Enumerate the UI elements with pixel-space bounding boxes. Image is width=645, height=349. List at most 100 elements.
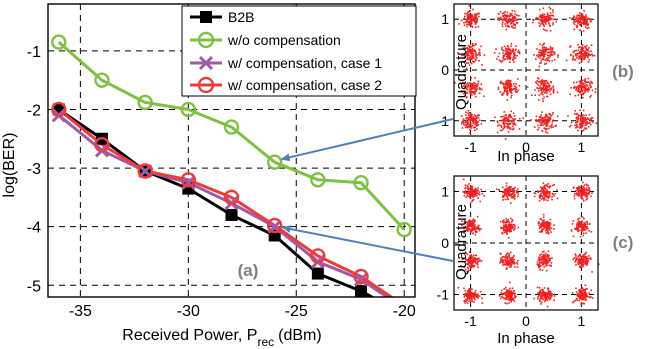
y-tick-label: -2 xyxy=(27,102,41,119)
arrow-to-constellation-b xyxy=(280,118,454,162)
symbol-cluster xyxy=(454,77,485,99)
symbol-cluster xyxy=(532,6,558,32)
symbol-cluster xyxy=(462,178,485,204)
y-tick-label: 1 xyxy=(441,11,449,27)
y-tick-label: -4 xyxy=(27,220,41,237)
symbol-cluster xyxy=(572,181,593,202)
legend-entry-wo-compensation: w/o compensation xyxy=(190,31,341,49)
symbol-cluster xyxy=(565,43,596,64)
x-tick-label: -1 xyxy=(464,139,477,155)
x-tick-label: -25 xyxy=(285,303,308,320)
plot-frame xyxy=(453,175,599,311)
legend-label: B2B xyxy=(228,9,254,25)
ber-chart: -35 -30 -25 -20 -1 -2 -3 -4 -5 Received Power, P… xyxy=(1,3,417,349)
data-point xyxy=(137,163,153,179)
x-tick-label: -30 xyxy=(177,303,200,320)
symbol-cluster xyxy=(530,111,559,134)
symbol-cluster xyxy=(461,216,482,236)
symbol-cluster xyxy=(567,109,597,132)
data-point xyxy=(52,103,65,116)
plot-frame xyxy=(453,3,599,137)
tick-labels: -35 -30 -25 -20 -1 -2 -3 -4 -5 xyxy=(27,44,416,320)
legend-entry-case-2: w/ compensation, case 2 xyxy=(190,76,382,94)
x-tick-label: -1 xyxy=(464,313,477,329)
symbol-cluster xyxy=(499,251,519,270)
data-point xyxy=(94,72,110,88)
x-axis-label: In phase xyxy=(497,148,555,165)
series-line xyxy=(57,40,406,231)
data-point xyxy=(181,175,196,190)
data-point xyxy=(310,248,326,264)
grid xyxy=(454,4,598,136)
symbol-cluster xyxy=(496,182,520,204)
data-point xyxy=(310,172,326,188)
y-tick-label: 0 xyxy=(441,62,449,78)
x-tick-label: 1 xyxy=(577,139,585,155)
symbol-cluster xyxy=(493,43,521,63)
y-tick-label: -5 xyxy=(27,278,41,295)
symbol-cluster xyxy=(536,250,553,272)
data-point xyxy=(223,189,240,206)
constellation-points xyxy=(457,178,600,308)
x-tick-label: -35 xyxy=(69,303,92,320)
symbol-cluster xyxy=(572,251,600,273)
symbol-cluster xyxy=(497,78,521,101)
symbol-cluster xyxy=(569,77,597,99)
symbol-cluster xyxy=(526,77,559,103)
panel-label-b: (b) xyxy=(612,62,634,81)
panel-label-a: (a) xyxy=(238,261,259,280)
data-point xyxy=(180,172,197,188)
legend-label: w/o compensation xyxy=(227,32,341,48)
panel-label-c: (c) xyxy=(613,233,634,252)
symbol-cluster xyxy=(459,251,483,273)
data-point xyxy=(51,34,67,50)
data-point xyxy=(51,101,67,118)
symbol-cluster xyxy=(457,43,486,70)
data-point xyxy=(266,217,283,234)
legend-label: w/ compensation, case 2 xyxy=(227,77,382,93)
legend-label: w/ compensation, case 1 xyxy=(227,55,382,71)
data-point xyxy=(355,285,368,297)
legend-box xyxy=(181,5,417,97)
symbol-cluster xyxy=(537,213,555,235)
data-point xyxy=(137,94,153,111)
callout-arrows xyxy=(280,118,454,262)
data-point xyxy=(266,154,283,170)
symbol-cluster xyxy=(498,281,517,305)
legend-entry-b2b: B2B xyxy=(190,9,254,25)
data-point xyxy=(353,175,369,191)
x-axis-label: In phase xyxy=(497,330,555,347)
symbol-cluster xyxy=(570,216,593,238)
y-axis-label: log(BER) xyxy=(1,133,18,198)
data-point xyxy=(353,268,369,285)
data-point xyxy=(396,221,412,238)
x-tick-label: -20 xyxy=(393,303,416,320)
symbol-cluster xyxy=(458,5,480,28)
data-point xyxy=(225,208,238,221)
constellation-points xyxy=(454,5,597,140)
symbol-cluster xyxy=(499,217,520,239)
data-point xyxy=(353,272,369,287)
symbol-cluster xyxy=(497,10,520,31)
data-point xyxy=(223,119,240,135)
symbol-cluster xyxy=(457,286,484,304)
y-tick-label: 0 xyxy=(441,235,449,251)
x-axis-label: Received Power, Prec (dBm) xyxy=(122,327,321,349)
y-tick-label: -1 xyxy=(437,287,450,303)
symbol-cluster xyxy=(533,42,559,68)
symbol-cluster xyxy=(533,286,556,308)
x-tick-label: 0 xyxy=(522,139,530,155)
symbol-cluster xyxy=(571,284,594,305)
constellation-c: -1 0 1 1 0 -1 In phase Quadrature (c) xyxy=(437,175,634,347)
arrow-to-constellation-c xyxy=(281,225,454,262)
symbol-cluster xyxy=(494,110,524,140)
plot-frame xyxy=(47,3,416,298)
series-line xyxy=(57,108,394,297)
series-markers xyxy=(51,34,412,297)
data-point xyxy=(94,136,110,153)
data-point xyxy=(180,101,197,118)
